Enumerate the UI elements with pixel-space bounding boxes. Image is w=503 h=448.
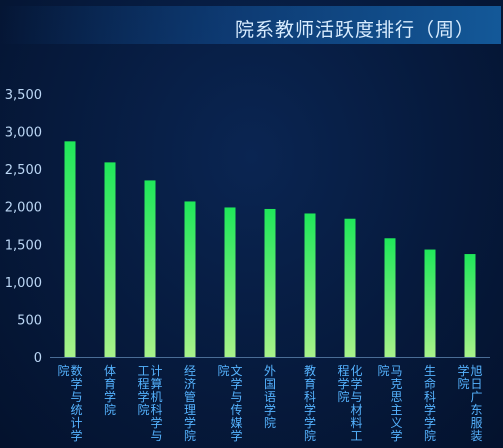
title-bar: 院系教师活跃度排行（周） — [0, 6, 501, 44]
y-tick-label: 2,000 — [5, 201, 42, 216]
bar-4 — [184, 201, 196, 357]
bar-1 — [64, 141, 76, 357]
y-tick-label: 0 — [34, 351, 42, 366]
x-category-label: 教育科学学院 — [304, 363, 316, 443]
y-tick-label: 500 — [17, 313, 42, 328]
bar-11 — [464, 254, 476, 357]
chart-title: 院系教师活跃度排行（周） — [234, 19, 475, 41]
x-category-label: 马克思主义学院 — [377, 364, 402, 443]
bar-5 — [224, 207, 236, 357]
y-tick-label: 1,000 — [5, 276, 42, 291]
y-tick-label: 1,500 — [5, 238, 42, 253]
x-category-label: 计算机科学与工程学院 — [137, 364, 162, 443]
bar-9 — [384, 238, 396, 357]
bar-10 — [424, 249, 436, 357]
x-category-label: 经济管理学院 — [184, 364, 196, 443]
x-category-label: 化学与材料工程学院 — [337, 363, 362, 443]
x-category-label: 数学与统计学院 — [57, 363, 82, 443]
x-category-label: 体育学院 — [104, 364, 116, 417]
y-tick-label: 3,500 — [5, 88, 42, 103]
bar-3 — [144, 180, 156, 357]
x-category-label: 外国语学院 — [264, 364, 276, 430]
bar-6 — [264, 208, 276, 357]
y-tick-label: 3,000 — [5, 126, 42, 141]
bar-8 — [344, 218, 356, 357]
x-category-label: 旭日广东服装学院 — [457, 363, 482, 443]
bar-2 — [104, 162, 116, 357]
bar-7 — [304, 213, 316, 357]
x-category-label: 文学与传媒学院 — [217, 363, 242, 443]
y-tick-label: 2,500 — [5, 163, 42, 178]
x-category-label: 生命科学学院 — [424, 364, 436, 443]
